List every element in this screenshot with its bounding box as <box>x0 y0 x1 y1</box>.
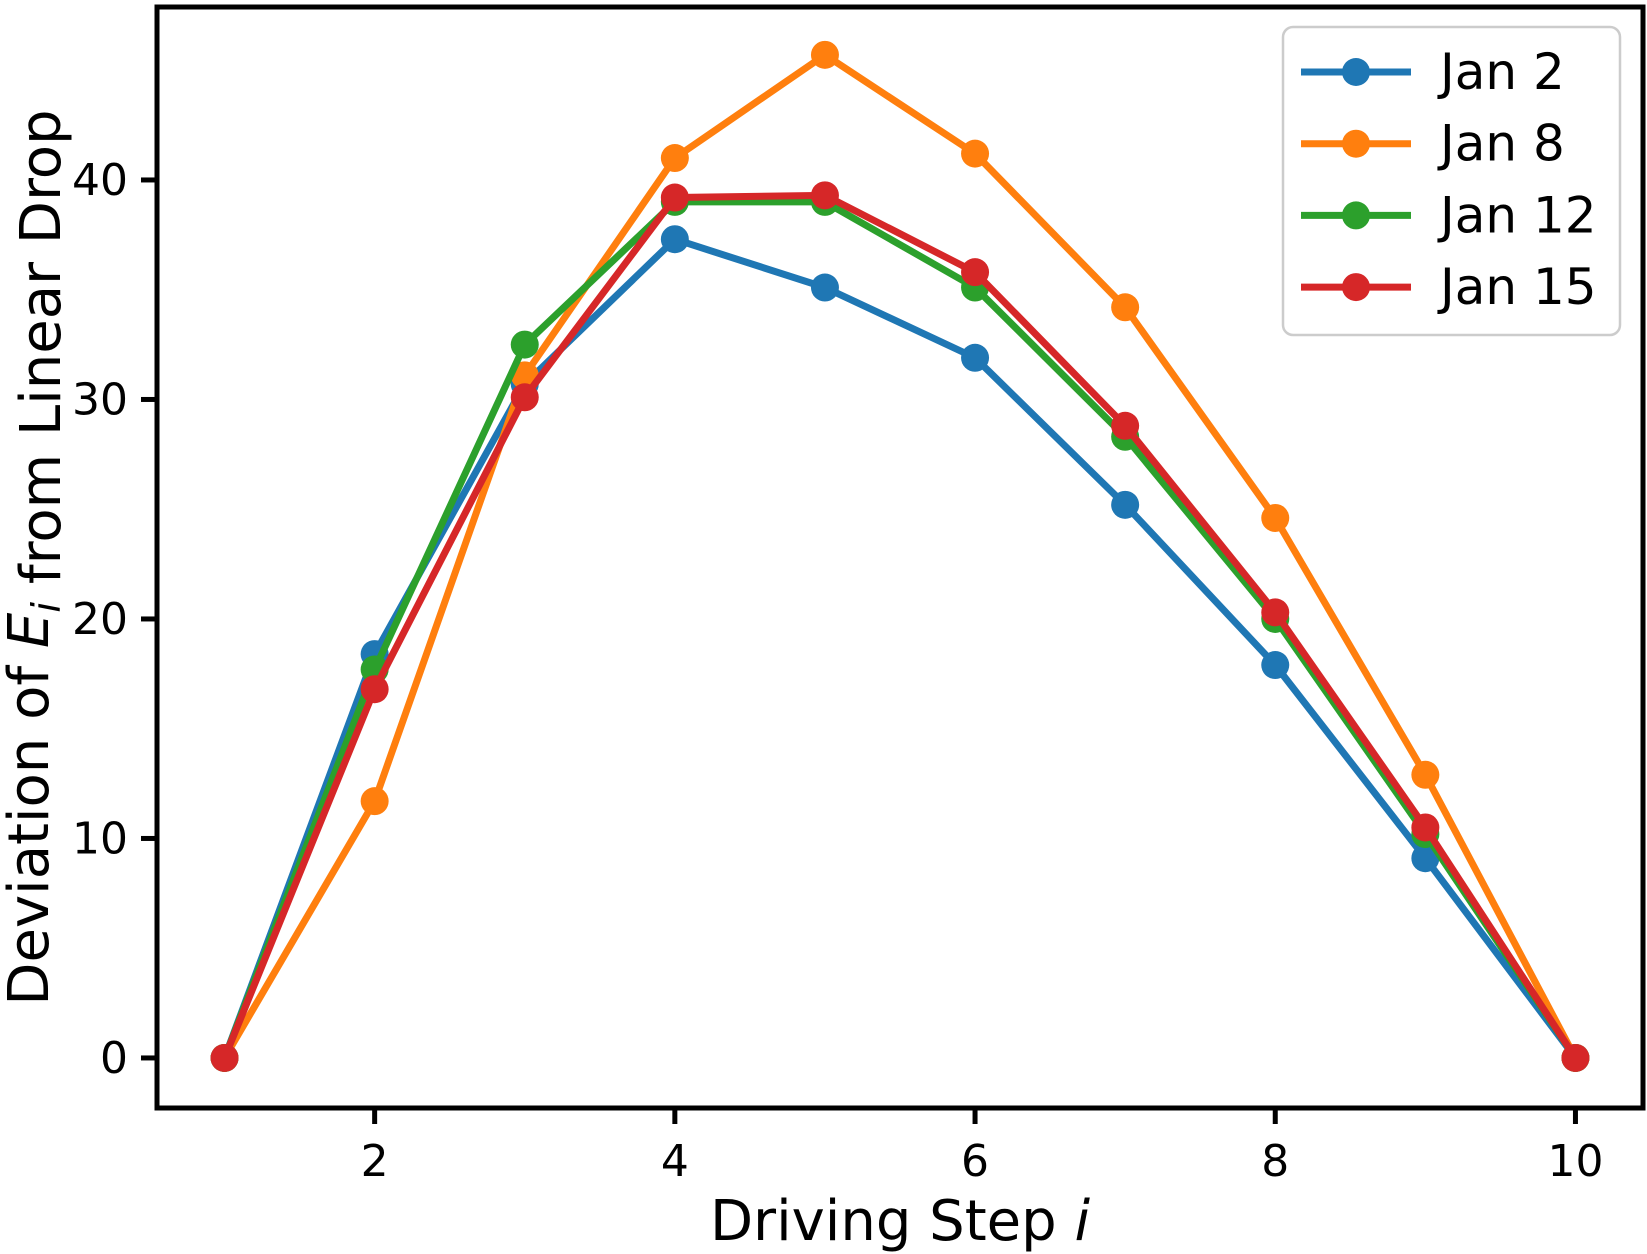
plot-frame <box>154 4 1646 1111</box>
y-tick-label: 30 <box>72 374 128 425</box>
x-tick-label: 4 <box>661 1136 689 1187</box>
y-tick-label: 10 <box>72 813 128 864</box>
y-axis-label: Deviation of Ei from Linear Drop <box>0 109 74 1005</box>
data-point-jan-8 <box>1111 293 1140 322</box>
series-jan-15 <box>210 181 1590 1072</box>
data-point-jan-15 <box>961 258 990 287</box>
data-point-jan-2 <box>1411 844 1440 873</box>
y-tick-label: 40 <box>72 155 128 206</box>
legend-label: Jan 8 <box>1437 115 1565 173</box>
data-point-jan-15 <box>1111 411 1140 440</box>
data-point-jan-8 <box>961 139 990 168</box>
data-point-jan-15 <box>510 383 539 412</box>
legend-item-jan-15: Jan 15 <box>1301 258 1597 316</box>
data-point-jan-2 <box>961 343 990 372</box>
legend-label: Jan 2 <box>1437 43 1565 101</box>
y-axis: 0 10 20 30 40 <box>72 155 157 1084</box>
x-tick-label: 2 <box>361 1136 389 1187</box>
data-point-jan-8 <box>1261 503 1290 532</box>
y-tick-label: 0 <box>100 1033 128 1084</box>
data-point-jan-2 <box>1111 490 1140 519</box>
x-tick-label: 6 <box>961 1136 989 1187</box>
x-tick-label: 10 <box>1547 1136 1603 1187</box>
legend-marker-dot <box>1342 129 1370 158</box>
legend-item-jan-12: Jan 12 <box>1301 186 1597 244</box>
data-point-jan-8 <box>810 40 839 69</box>
legend-box <box>1281 25 1622 337</box>
data-point-jan-15 <box>810 181 839 210</box>
data-point-jan-15 <box>210 1043 239 1072</box>
data-point-jan-2 <box>1261 651 1290 680</box>
legend-item-jan-2: Jan 2 <box>1301 43 1565 101</box>
x-axis: 2 4 6 8 10 <box>361 1108 1603 1187</box>
data-point-jan-12 <box>510 330 539 359</box>
series-line-jan-15 <box>221 191 1579 1062</box>
x-tick-label: 8 <box>1261 1136 1289 1187</box>
data-point-jan-8 <box>1411 760 1440 789</box>
data-point-jan-15 <box>360 675 389 704</box>
series-line-jan-12 <box>221 198 1579 1062</box>
legend: Jan 2 Jan 8 Jan 12 Jan 15 <box>1281 25 1622 337</box>
series-line-jan-2 <box>221 235 1579 1062</box>
x-axis-label: Driving Step i <box>710 1189 1091 1254</box>
data-point-jan-15 <box>1561 1043 1590 1072</box>
data-point-jan-15 <box>1261 598 1290 627</box>
y-tick-label: 20 <box>72 594 128 645</box>
legend-item-jan-8: Jan 8 <box>1301 115 1565 173</box>
series-line-jan-8 <box>221 51 1579 1062</box>
legend-marker-dot <box>1342 58 1370 86</box>
legend-label: Jan 12 <box>1437 186 1597 244</box>
legend-label: Jan 15 <box>1437 258 1597 316</box>
legend-marker-dot <box>1342 273 1370 302</box>
data-point-jan-2 <box>660 225 689 254</box>
data-point-jan-15 <box>1411 813 1440 842</box>
data-point-jan-8 <box>660 144 689 173</box>
legend-marker-dot <box>1342 201 1370 230</box>
data-point-jan-15 <box>660 183 689 212</box>
data-point-jan-2 <box>810 273 839 302</box>
data-point-jan-8 <box>360 787 389 816</box>
